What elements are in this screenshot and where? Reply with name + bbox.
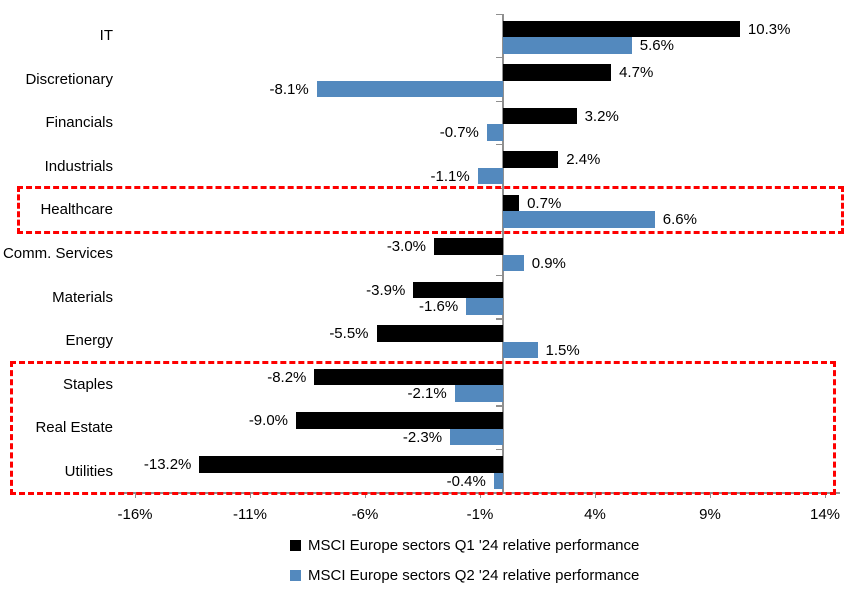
x-axis-tick-label: -6%	[351, 506, 379, 523]
bar-q2	[503, 37, 632, 54]
x-axis-tick-mark	[249, 493, 251, 498]
category-tick-mark	[496, 318, 503, 320]
bar-q2	[486, 124, 503, 141]
value-label: 0.7%	[527, 194, 562, 212]
value-label: -2.3%	[402, 428, 443, 446]
value-label: -13.2%	[143, 456, 192, 473]
value-label: -8.1%	[269, 80, 309, 98]
x-axis-tick-label: 9%	[699, 506, 721, 523]
legend-item-q1: MSCI Europe sectors Q1 '24 relative perf…	[290, 536, 640, 554]
bar-q2	[493, 472, 503, 489]
highlight-box	[10, 360, 836, 495]
bar-q1	[314, 368, 503, 386]
value-label: -3.9%	[366, 281, 406, 299]
bar-q2	[503, 211, 655, 228]
value-label: 6.6%	[662, 211, 697, 229]
bar-q2	[454, 385, 503, 402]
value-label: -2.1%	[407, 385, 447, 403]
category-label: Materials	[52, 288, 113, 306]
x-axis-tick-label: -16%	[117, 506, 153, 523]
value-label: -0.7%	[439, 124, 479, 142]
value-label: -8.2%	[267, 368, 307, 386]
legend-item-q2: MSCI Europe sectors Q2 '24 relative perf…	[290, 566, 640, 584]
value-label: -1.1%	[430, 167, 470, 185]
bar-q1	[503, 107, 577, 125]
category-label: Staples	[62, 375, 113, 393]
category-label: Energy	[65, 332, 113, 350]
value-label: -5.5%	[329, 325, 369, 343]
category-label: Discretionary	[25, 70, 113, 88]
legend-swatch-q1-icon	[290, 539, 301, 551]
x-axis-tick-mark	[364, 493, 366, 498]
category-tick-mark	[496, 405, 503, 407]
legend-swatch-q2-icon	[290, 569, 301, 581]
x-axis-tick-mark	[134, 493, 136, 498]
value-label: 5.6%	[639, 37, 674, 54]
bar-q2	[316, 80, 503, 98]
category-tick-mark	[496, 13, 503, 15]
value-label: -9.0%	[248, 412, 288, 430]
x-axis-tick-label: -1%	[466, 506, 494, 523]
bar-q2	[503, 254, 524, 272]
bar-q1	[376, 325, 503, 342]
bar-q2	[477, 167, 503, 185]
value-label: 2.4%	[566, 151, 601, 169]
category-label: Utilities	[64, 462, 113, 480]
category-label: Healthcare	[40, 201, 113, 219]
value-label: 1.5%	[545, 341, 580, 359]
bar-q1	[434, 238, 503, 255]
category-label: Financials	[45, 114, 113, 132]
value-label: 4.7%	[619, 64, 654, 82]
x-axis-tick-mark	[824, 493, 826, 498]
bar-q1	[503, 151, 559, 168]
bar-q1	[503, 194, 520, 212]
category-label: IT	[99, 27, 113, 45]
bar-q1	[503, 20, 740, 37]
category-tick-mark	[496, 57, 503, 59]
category-label: Industrials	[44, 157, 113, 175]
highlight-box	[17, 185, 844, 235]
bar-q2	[503, 341, 538, 359]
category-tick-mark	[496, 100, 503, 102]
category-tick-mark	[496, 449, 503, 451]
bar-q1	[296, 412, 503, 429]
x-axis-tick-mark	[479, 493, 481, 498]
category-tick-mark	[496, 274, 503, 276]
value-label: -1.6%	[419, 298, 459, 316]
legend-label-q2: MSCI Europe sectors Q2 '24 relative perf…	[308, 566, 640, 584]
category-label: Real Estate	[35, 419, 113, 437]
category-tick-mark	[496, 144, 503, 146]
bar-q2	[466, 298, 503, 315]
legend-label-q1: MSCI Europe sectors Q1 '24 relative perf…	[308, 536, 640, 554]
value-label: 10.3%	[747, 20, 791, 38]
x-axis-tick-label: 4%	[584, 506, 606, 523]
value-label: -3.0%	[386, 238, 426, 256]
bar-q2	[450, 428, 503, 446]
x-axis-tick-mark	[709, 493, 711, 498]
x-axis-tick-label: 14%	[809, 506, 841, 523]
value-label: 0.9%	[531, 254, 566, 272]
value-label: -0.4%	[446, 472, 486, 490]
x-axis-tick-label: -11%	[233, 506, 267, 523]
bar-q1	[413, 281, 503, 299]
category-label: Comm. Services	[2, 245, 113, 263]
value-label: 3.2%	[584, 107, 619, 125]
bar-q1	[503, 64, 612, 81]
bar-q1	[199, 456, 503, 473]
x-axis-tick-mark	[594, 493, 596, 498]
